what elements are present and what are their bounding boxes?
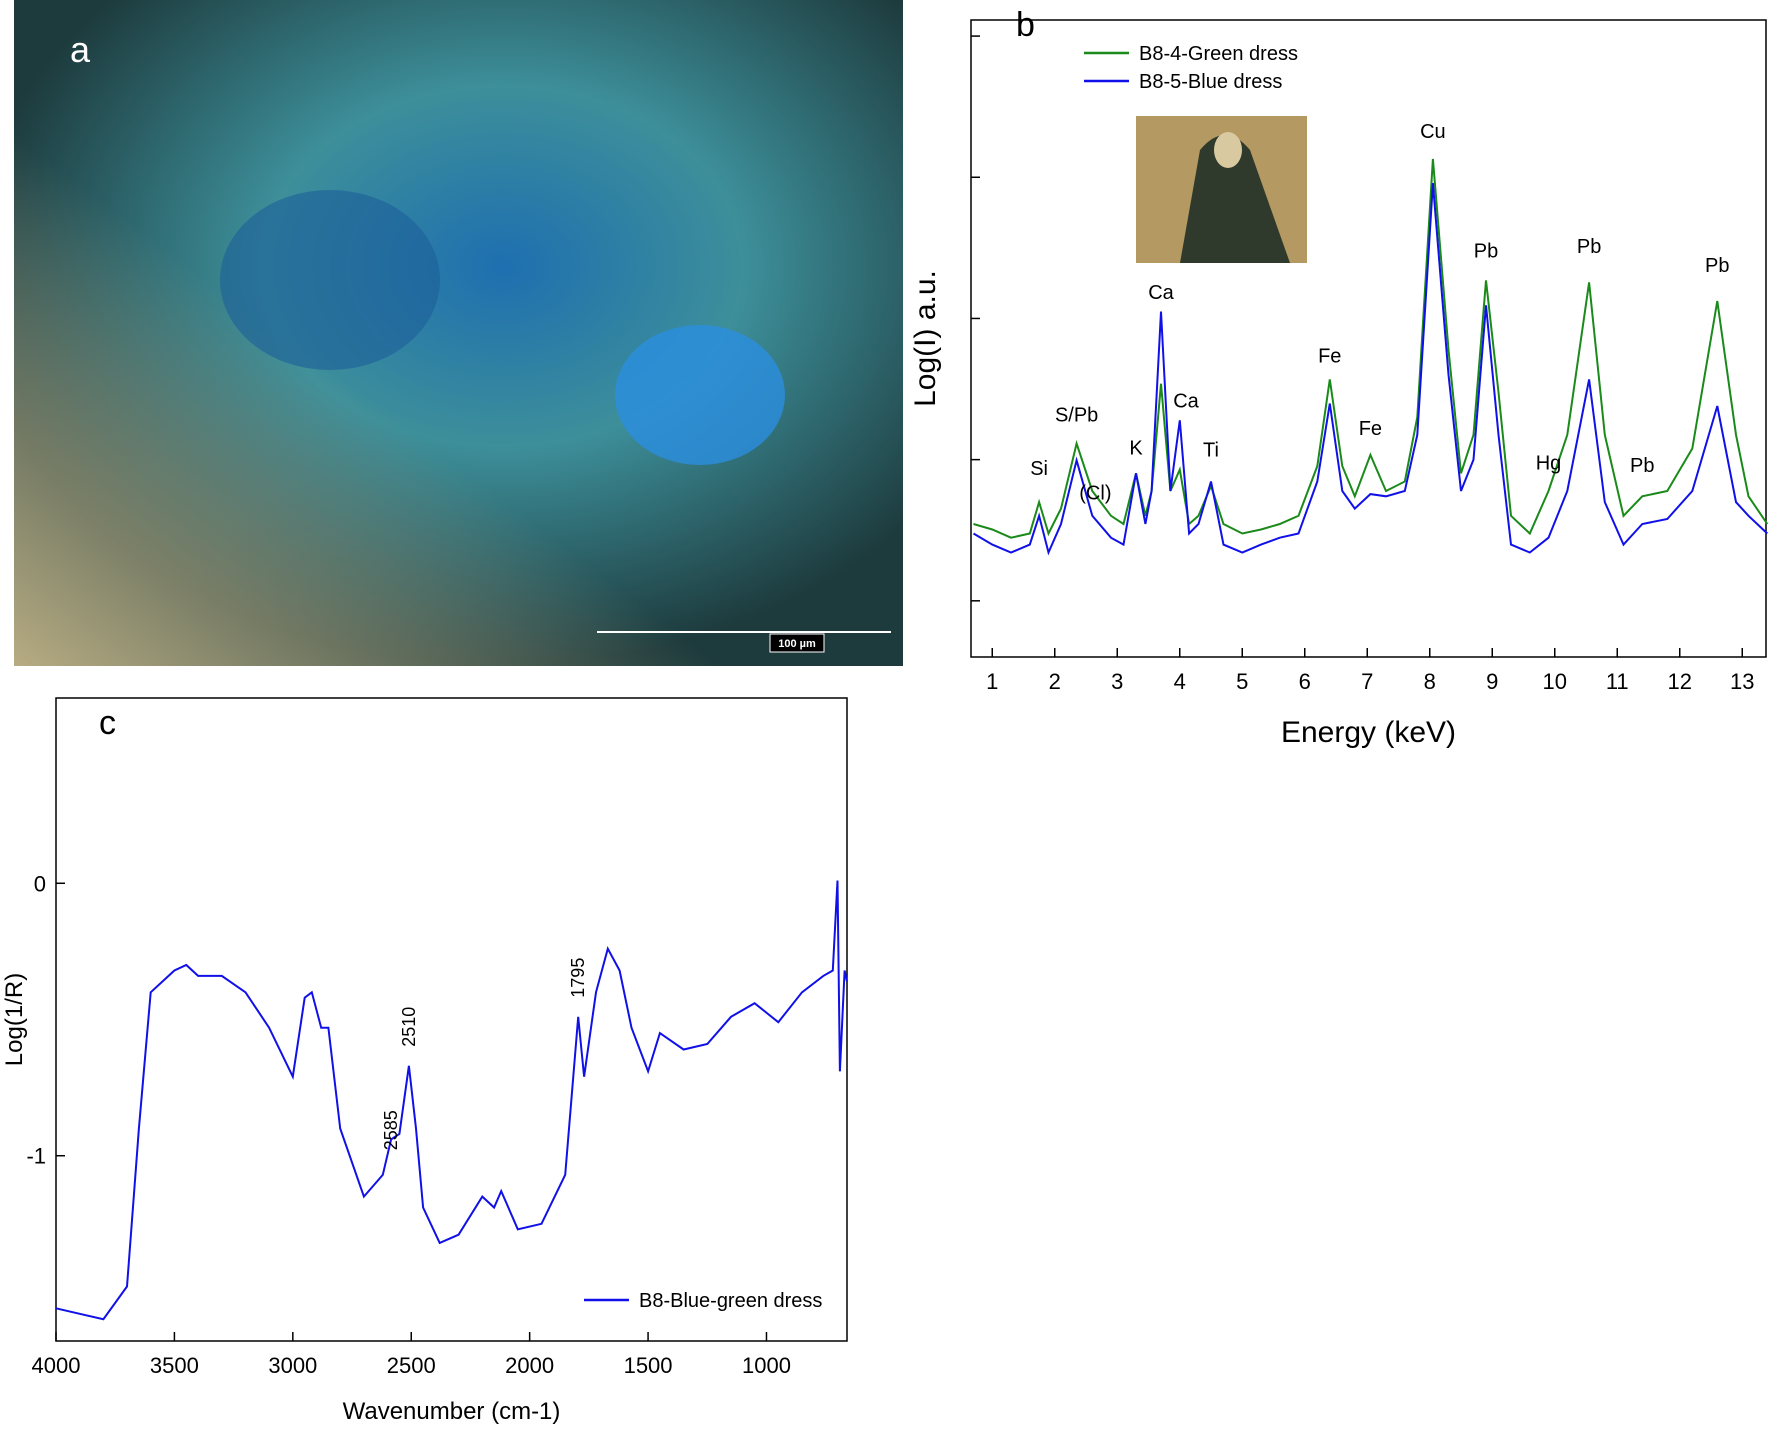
panel-label: a [70,29,91,70]
x-tick-label: 4000 [32,1353,81,1378]
y-tick-label: 0 [34,871,46,896]
x-tick-label: 3 [1111,669,1123,694]
crystal [615,325,785,465]
x-tick-label: 10 [1543,669,1567,694]
x-tick-label: 6 [1299,669,1311,694]
y-axis-title: Log(I) a.u. [909,270,942,407]
annotation: 2585 [381,1110,401,1150]
annotation: Ca [1148,282,1174,304]
x-tick-label: 3000 [268,1353,317,1378]
x-axis-title: Energy (keV) [1281,716,1456,749]
scale-label: 100 µm [778,638,816,650]
annotation: Fe [1359,418,1382,440]
x-tick-label: 8 [1424,669,1436,694]
x-tick-label: 13 [1730,669,1754,694]
legend-label: B8-4-Green dress [1139,43,1298,65]
x-tick-label: 12 [1668,669,1692,694]
legend-label: B8-Blue-green dress [639,1290,822,1312]
annotation: S/Pb [1055,404,1098,426]
annotation: Pb [1474,241,1498,263]
scale-box [769,633,825,653]
y-axis-title: Log(1/R) [1,973,28,1066]
x-tick-label: 3500 [150,1353,199,1378]
x-tick-label: 1000 [742,1353,791,1378]
x-tick-label: 1500 [624,1353,673,1378]
annotation: 1795 [568,958,588,998]
plot-frame [55,697,848,1342]
x-tick-label: 2500 [387,1353,436,1378]
annotation: Hg [1536,453,1562,475]
annotation: Si [1030,458,1048,480]
x-axis-title: Wavenumber (cm-1) [343,1398,561,1425]
crystal [220,190,440,370]
annotation: Fe [1318,345,1341,367]
annotation: K [1129,437,1143,459]
series-line [973,158,1769,539]
x-tick-label: 2000 [505,1353,554,1378]
inset-face [1214,132,1242,168]
series-line [55,880,848,1321]
annotation: Ti [1203,440,1219,462]
legend-label: B8-5-Blue dress [1139,71,1282,93]
annotation: 2510 [399,1007,419,1047]
photo-overlay [14,0,903,666]
series-line [972,183,1768,556]
x-tick-label: 11 [1606,669,1629,694]
x-tick-label: 1 [986,669,998,694]
annotation: Ca [1173,391,1199,413]
annotation: Pb [1630,455,1654,477]
x-tick-label: 9 [1486,669,1498,694]
x-tick-label: 4 [1174,669,1186,694]
annotation: Cu [1420,121,1446,143]
x-tick-label: 7 [1361,669,1373,694]
x-tick-label: 2 [1049,669,1061,694]
inset-figure [1180,135,1290,263]
panel-label: b [1016,6,1035,44]
inset-painting [1136,116,1307,263]
panel-label: c [99,704,116,742]
x-tick-label: 5 [1236,669,1248,694]
y-tick-label: -1 [26,1144,46,1169]
annotation: Pb [1577,236,1601,258]
annotation: Pb [1705,255,1729,277]
annotation: (Cl) [1079,483,1111,505]
plot-frame [970,19,1767,658]
micrograph: a 100 µm [14,0,903,666]
